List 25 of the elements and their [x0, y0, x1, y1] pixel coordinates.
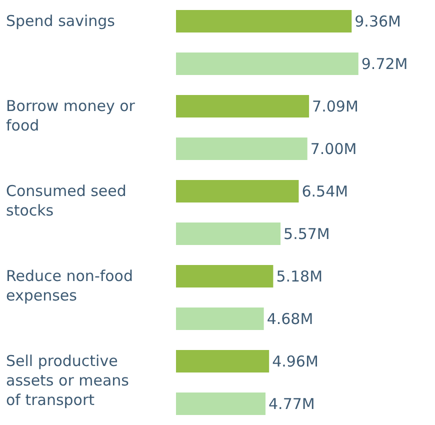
data-label: 4.96M [272, 352, 318, 370]
data-label: 6.54M [302, 182, 348, 200]
bar [176, 307, 264, 330]
bar [176, 52, 358, 76]
data-label: 9.36M [354, 12, 401, 30]
y-tick-label: Reduce non-food expenses [6, 267, 134, 304]
y-tick-label: Sell productive assets or means of transport [6, 352, 130, 409]
bar [176, 392, 266, 416]
y-tick-label: Consumed seed stocks [6, 182, 126, 220]
y-tick-label: Spend savings [6, 12, 116, 30]
bar [176, 222, 281, 246]
data-label: 5.18M [276, 267, 323, 286]
bar [176, 350, 270, 373]
bar [176, 94, 310, 118]
y-tick-label: Borrow money or food [6, 97, 136, 134]
data-label: 9.72M [361, 54, 408, 73]
bar [176, 264, 274, 288]
data-label: 7.00M [310, 140, 357, 158]
bar [176, 137, 308, 160]
data-label: 5.57M [284, 224, 330, 243]
bar [176, 10, 352, 33]
data-label: 4.68M [266, 310, 314, 328]
data-label: 7.09M [312, 97, 358, 116]
bar [176, 180, 299, 203]
data-label: 4.77M [268, 394, 315, 413]
